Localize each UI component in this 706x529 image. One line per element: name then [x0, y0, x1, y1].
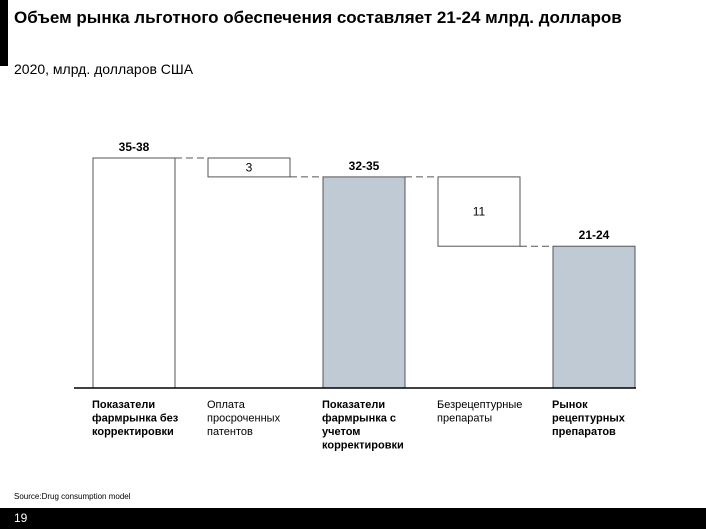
page-number: 19 [14, 511, 28, 525]
bar-5 [552, 245, 636, 389]
value-label-1: 35-38 [119, 140, 150, 154]
value-label-2: 3 [246, 160, 253, 174]
category-label-5: Рынок рецептурных препаратов [552, 399, 626, 438]
bar-2 [207, 157, 291, 178]
bar-4 [437, 176, 521, 247]
waterfall-chart: 35-38 3 32-35 11 21-24 Показатели фармрынка бе… [74, 140, 636, 452]
category-label-3: Показатели фармрынка с учетом корректировки [322, 399, 404, 452]
chart-subtitle: 2020, млрд. долларов США [14, 61, 194, 77]
page-title: Объем рынка льготного обеспечения состав… [14, 8, 622, 27]
category-label-1: Показатели фармрынка без корректировки [92, 399, 179, 438]
category-label-4: Безрецептурные препараты [437, 399, 522, 425]
bar-3 [322, 176, 406, 389]
source-note: Source:Drug consumption model [14, 492, 131, 501]
value-label-5: 21-24 [579, 228, 610, 242]
bar-1 [92, 157, 176, 389]
footer-bar: 19 [0, 508, 706, 529]
value-label-4: 11 [473, 205, 486, 219]
category-label-2: Оплата просроченных патентов [207, 399, 281, 438]
title-accent-bar [0, 0, 8, 66]
value-label-3: 32-35 [349, 159, 380, 173]
